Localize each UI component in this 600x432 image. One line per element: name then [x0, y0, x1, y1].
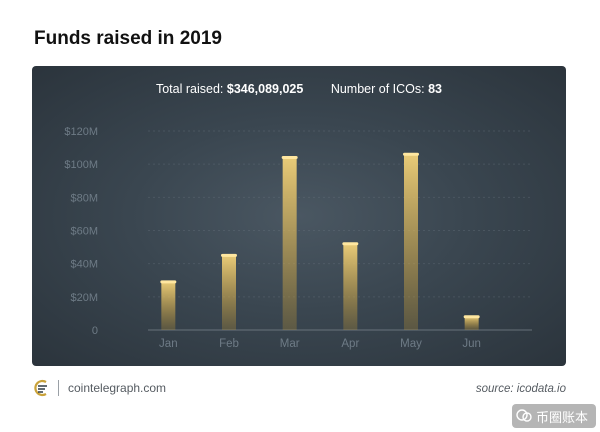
- bar-jan: [161, 281, 176, 330]
- total-raised-label: Total raised:: [155, 82, 224, 96]
- total-raised-value: $346,089,025: [226, 82, 304, 96]
- bar-cap-mar: [281, 156, 298, 160]
- x-tick-label: Feb: [219, 338, 239, 350]
- y-tick-label: $120M: [64, 126, 98, 138]
- ico-count-value: 83: [428, 82, 442, 96]
- ico-count-label: Number of ICOs:: [330, 82, 425, 96]
- y-tick-label: $80M: [70, 192, 98, 204]
- site-name: cointelegraph.com: [68, 381, 167, 395]
- bar-jun: [464, 316, 479, 330]
- ico-count: Number of ICOs: 83: [331, 82, 442, 96]
- y-tick-label: $100M: [64, 159, 98, 171]
- y-tick-label: $40M: [70, 259, 98, 271]
- summary-stats: Total raised: $346,089,025 Number of ICO…: [32, 82, 566, 96]
- x-tick-label: Apr: [341, 338, 359, 350]
- x-tick-label: Jun: [462, 338, 481, 350]
- bar-mar: [282, 157, 297, 330]
- source-value: icodata.io: [516, 383, 566, 395]
- chart-title: Funds raised in 2019: [34, 28, 222, 49]
- y-tick-label: 0: [92, 325, 98, 337]
- bar-chart: 0 $20M $40M $60M $80M $100M $120M Jan Feb Mar Apr M…: [64, 126, 532, 350]
- chart-panel: Total raised: $346,089,025 Number of ICO…: [32, 66, 566, 366]
- x-tick-label: Mar: [280, 338, 300, 350]
- x-tick-label: Jan: [159, 338, 178, 350]
- bar-feb: [222, 255, 236, 330]
- bar-cap-feb: [221, 253, 237, 257]
- chat-bubble-icon: [516, 409, 532, 422]
- watermark-text: 币圈账本: [535, 409, 588, 425]
- total-raised: Total raised: $346,089,025: [156, 82, 307, 96]
- y-tick-label: $60M: [70, 226, 98, 238]
- bar-cap-apr: [342, 242, 359, 246]
- x-tick-label: May: [400, 338, 422, 350]
- footer-divider: [58, 380, 59, 396]
- bar-cap-jun: [463, 315, 480, 319]
- bar-apr: [343, 243, 358, 330]
- source-label: source:: [475, 383, 514, 395]
- source-credit: source: icodata.io: [476, 383, 566, 395]
- bar-cap-may: [403, 152, 419, 156]
- y-tick-label: $20M: [70, 292, 98, 304]
- bar-cap-jan: [160, 280, 177, 284]
- watermark-badge: 币圈账本: [511, 404, 596, 428]
- bar-may: [404, 154, 418, 330]
- cointelegraph-logo-icon: [32, 379, 52, 402]
